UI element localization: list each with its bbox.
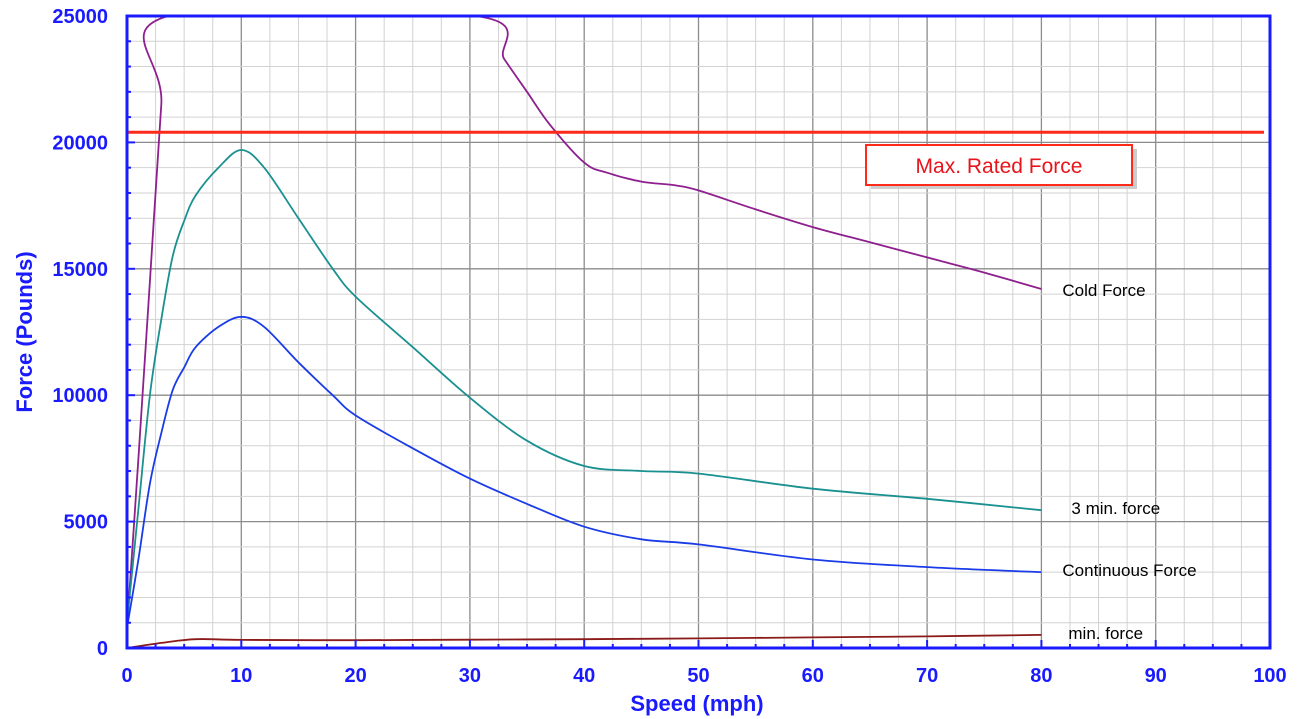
x-tick-label: 80 (1030, 665, 1052, 687)
series-line-cold-force (127, 16, 1042, 628)
x-tick-label: 10 (230, 665, 252, 687)
x-tick-label: 60 (802, 665, 824, 687)
y-tick-label: 0 (97, 638, 108, 660)
y-tick-label: 5000 (64, 512, 109, 534)
x-tick-label: 20 (344, 665, 366, 687)
y-axis-title: Force (Pounds) (12, 251, 37, 412)
x-tick-label: 90 (1145, 665, 1167, 687)
series-line-min-force (127, 634, 1042, 648)
x-tick-label: 40 (573, 665, 595, 687)
x-tick-label: 50 (687, 665, 709, 687)
y-tick-label: 25000 (52, 6, 108, 28)
series-line-continuous-force (127, 315, 1042, 628)
max-rated-force-label: Max. Rated Force (916, 155, 1083, 178)
series-layer (127, 16, 1042, 648)
y-tick-label: 15000 (52, 259, 108, 281)
series-label-3-min-force: 3 min. force (1071, 499, 1160, 518)
series-label-continuous-force: Continuous Force (1062, 561, 1196, 580)
grid-lines (127, 16, 1270, 648)
x-axis-title: Speed (mph) (630, 691, 763, 716)
y-tick-label: 10000 (52, 385, 108, 407)
tick-labels: 0 10 20 30 40 50 60 70 80 90 100 0 5000 10000 15000 200… (52, 6, 1286, 687)
y-tick-label: 20000 (52, 132, 108, 154)
series-line-3-min-force (127, 149, 1042, 623)
x-tick-label: 100 (1253, 665, 1286, 687)
series-labels: Cold Force 3 min. force Continuous Force… (1062, 281, 1196, 643)
series-label-cold-force: Cold Force (1062, 281, 1145, 300)
series-label-min-force: min. force (1068, 624, 1143, 643)
x-tick-label: 70 (916, 665, 938, 687)
max-rated-force-label-box: Max. Rated Force (865, 144, 1137, 189)
x-tick-label: 30 (459, 665, 481, 687)
x-tick-label: 0 (121, 665, 132, 687)
axis-ticks (126, 15, 1271, 649)
